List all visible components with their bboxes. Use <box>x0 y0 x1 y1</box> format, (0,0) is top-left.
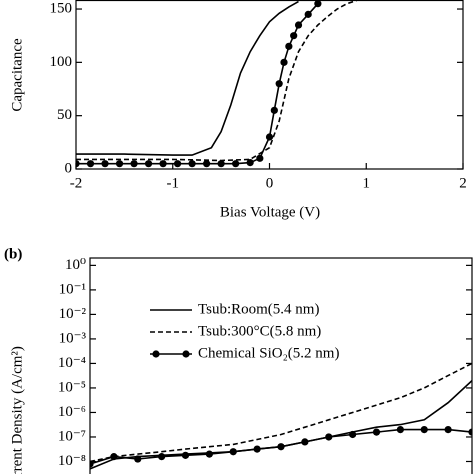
legend-label: Tsub:Room(5.4 nm) <box>198 301 319 317</box>
series-line <box>76 0 357 162</box>
marker <box>280 58 288 66</box>
marker <box>246 159 254 167</box>
marker <box>290 32 298 40</box>
marker <box>468 428 472 436</box>
x-tick-label: -1 <box>167 175 180 191</box>
marker <box>277 443 285 451</box>
marker <box>314 0 322 8</box>
marker <box>144 160 153 168</box>
y-tick-label: 10⁻¹ <box>59 281 86 297</box>
y-tick-label: 0 <box>65 160 73 176</box>
legend-marker <box>152 350 160 358</box>
legend-label: Chemical SiO₂(5.2 nm) <box>198 345 339 361</box>
y-tick-label: 100 <box>50 54 73 70</box>
legend-marker <box>182 350 190 358</box>
panel-label: (b) <box>4 246 22 262</box>
marker <box>115 160 124 168</box>
marker <box>304 10 312 18</box>
y-tick-label: 10⁻⁷ <box>58 428 86 444</box>
marker <box>181 451 190 459</box>
y-tick-label: 150 <box>50 0 73 16</box>
marker <box>203 160 211 168</box>
marker <box>159 160 167 168</box>
marker <box>285 42 293 50</box>
y-tick-label: 10⁻² <box>59 306 87 322</box>
x-tick-label: 0 <box>266 175 274 191</box>
marker <box>396 425 404 434</box>
y-tick-label: 10⁰ <box>65 257 86 273</box>
y-tick-label: 10⁻⁸ <box>58 453 86 469</box>
plot-area <box>76 0 357 168</box>
y-tick-label: 50 <box>57 107 72 123</box>
marker <box>86 160 95 168</box>
marker <box>265 133 274 141</box>
plot-area <box>90 362 472 470</box>
marker <box>101 160 109 168</box>
x-axis-label: Bias Voltage (V) <box>220 204 320 220</box>
marker <box>325 433 333 441</box>
y-tick-label: 10⁻⁵ <box>58 379 86 395</box>
marker <box>134 455 142 463</box>
y-tick-label: 10⁻³ <box>59 330 87 346</box>
marker <box>130 160 138 168</box>
y-axis-label: Current Density (A/cm²) <box>9 346 25 474</box>
frame <box>89 257 473 474</box>
marker <box>420 425 428 434</box>
marker <box>294 21 303 29</box>
x-tick-label: 1 <box>363 175 371 191</box>
marker <box>158 453 166 461</box>
y-tick-label: 10⁻⁴ <box>58 355 86 371</box>
marker <box>444 425 452 434</box>
marker <box>301 438 309 446</box>
marker <box>90 460 94 468</box>
series-line <box>76 0 299 156</box>
marker <box>188 160 196 168</box>
frame <box>75 0 464 170</box>
x-tick-label: -2 <box>70 175 83 191</box>
marker <box>253 445 261 453</box>
marker <box>349 430 357 439</box>
legend-label: Tsub:300°C(5.8 nm) <box>198 323 321 339</box>
x-tick-label: 2 <box>459 175 467 191</box>
marker <box>372 428 381 436</box>
series-line <box>90 380 472 470</box>
marker <box>232 160 240 168</box>
marker <box>205 450 213 458</box>
marker <box>270 106 278 114</box>
marker <box>173 160 182 168</box>
marker <box>110 453 118 461</box>
marker <box>229 448 237 456</box>
marker <box>217 160 225 168</box>
y-axis-label: Capacitance <box>9 38 25 112</box>
y-tick-label: 10⁻⁶ <box>58 404 86 420</box>
marker <box>256 154 264 162</box>
marker <box>275 80 283 88</box>
marker <box>76 160 80 168</box>
series-line <box>90 362 472 463</box>
